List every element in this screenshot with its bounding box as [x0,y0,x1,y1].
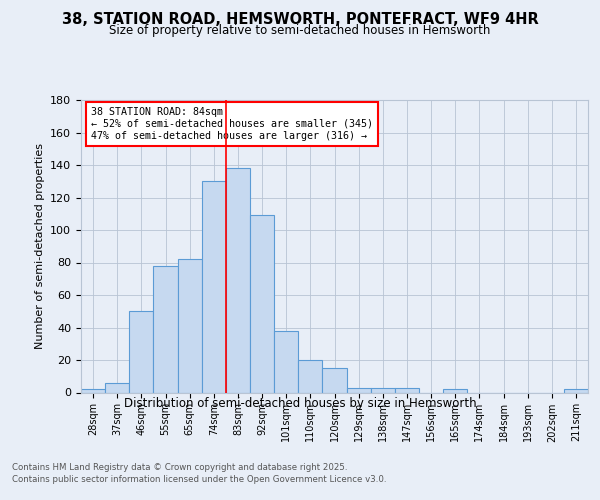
Bar [81,389,105,392]
Text: Contains public sector information licensed under the Open Government Licence v3: Contains public sector information licen… [12,475,386,484]
Text: Size of property relative to semi-detached houses in Hemsworth: Size of property relative to semi-detach… [109,24,491,37]
Bar [443,389,467,392]
Text: 38 STATION ROAD: 84sqm
← 52% of semi-detached houses are smaller (345)
47% of se: 38 STATION ROAD: 84sqm ← 52% of semi-det… [91,108,373,140]
Bar [322,368,347,392]
Text: 38, STATION ROAD, HEMSWORTH, PONTEFRACT, WF9 4HR: 38, STATION ROAD, HEMSWORTH, PONTEFRACT,… [62,12,538,28]
Bar [129,311,154,392]
Bar [202,181,226,392]
Bar [250,216,274,392]
Bar [105,383,129,392]
Text: Distribution of semi-detached houses by size in Hemsworth: Distribution of semi-detached houses by … [124,398,476,410]
Bar [274,331,298,392]
Bar [564,389,588,392]
Bar [371,388,395,392]
Bar [395,388,419,392]
Bar [226,168,250,392]
Bar [347,388,371,392]
Y-axis label: Number of semi-detached properties: Number of semi-detached properties [35,143,44,350]
Bar [298,360,322,392]
Bar [154,266,178,392]
Bar [178,260,202,392]
Text: Contains HM Land Registry data © Crown copyright and database right 2025.: Contains HM Land Registry data © Crown c… [12,464,347,472]
